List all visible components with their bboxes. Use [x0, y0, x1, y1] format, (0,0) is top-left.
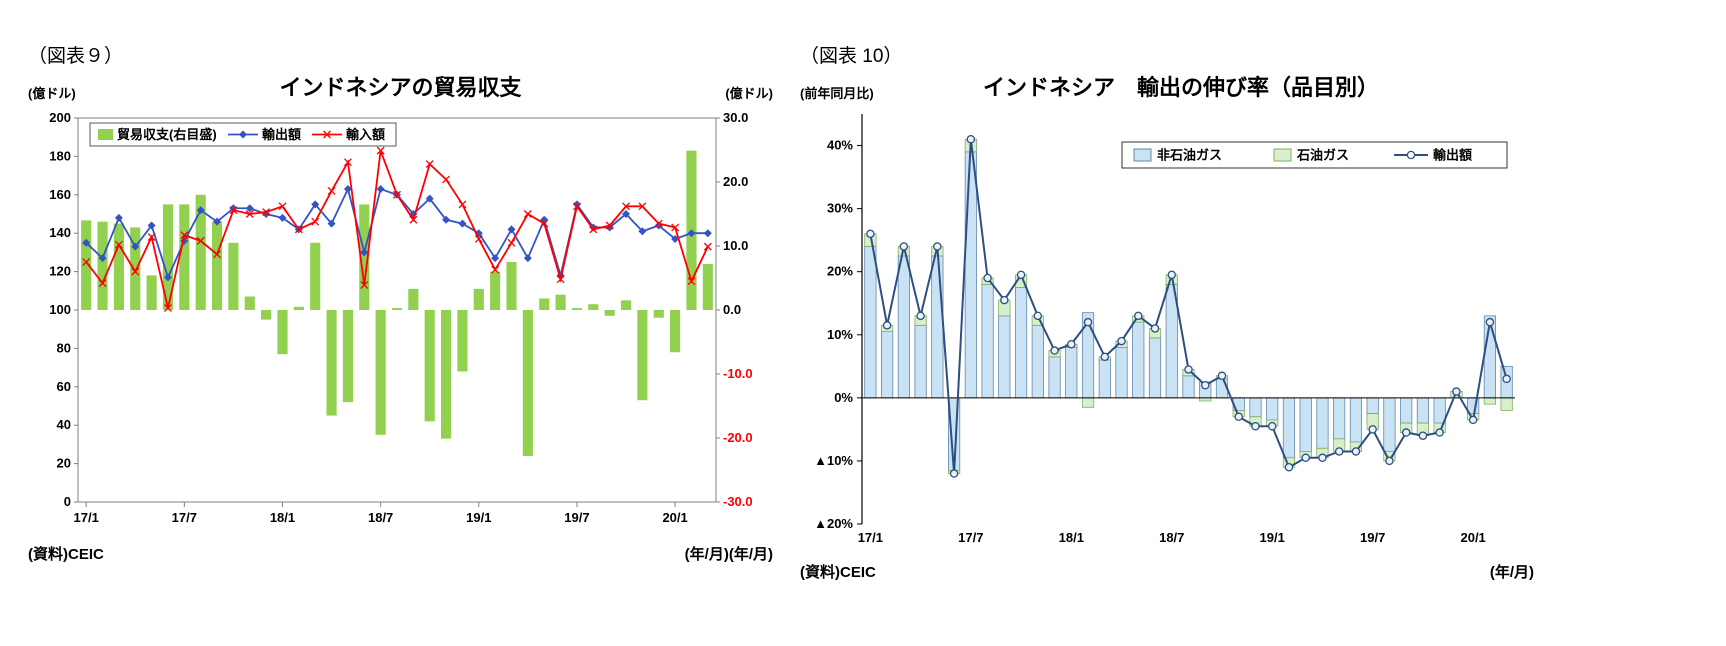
svg-text:輸出額: 輸出額	[262, 127, 301, 142]
svg-text:10%: 10%	[827, 327, 853, 342]
x-axis-note: (年/月)	[1489, 564, 1534, 581]
svg-text:17/1: 17/1	[858, 530, 883, 545]
svg-text:18/7: 18/7	[368, 510, 393, 525]
svg-text:17/1: 17/1	[74, 510, 99, 525]
svg-text:20/1: 20/1	[662, 510, 687, 525]
svg-text:20%: 20%	[827, 264, 853, 279]
svg-text:19/7: 19/7	[564, 510, 589, 525]
svg-text:140: 140	[49, 225, 71, 240]
figure10-label: （図表 10）	[800, 46, 903, 67]
svg-text:17/7: 17/7	[958, 530, 983, 545]
legend-exports-marker	[239, 130, 247, 139]
svg-text:100: 100	[49, 302, 71, 317]
svg-text:200: 200	[49, 110, 71, 125]
legend-nonoil-swatch	[1133, 148, 1152, 162]
svg-text:19/7: 19/7	[1360, 530, 1385, 545]
export-total-line	[866, 134, 1511, 478]
export-growth-header: (前年同月比) インドネシア 輸出の伸び率（品目別）	[800, 70, 1562, 104]
trade-balance-panel: （図表９） (億ドル) インドネシアの貿易収支 (億ドル) 0 20 40 60 80 1…	[28, 44, 773, 564]
svg-text:60: 60	[57, 379, 71, 394]
trade-balance-footer: (資料)CEIC (年/月)(年/月)	[28, 543, 773, 564]
left-axis-unit-label: (億ドル)	[28, 86, 76, 101]
svg-text:40%: 40%	[827, 138, 853, 153]
svg-text:20/1: 20/1	[1460, 530, 1485, 545]
svg-text:-20.0: -20.0	[723, 430, 753, 445]
svg-text:18/7: 18/7	[1159, 530, 1184, 545]
export-growth-chart: 40% 30% 20% 10% 0% ▲10% ▲20% 17/1 17/7 18/1 18/7 19…	[814, 114, 1515, 545]
legend-oil-swatch	[1273, 148, 1292, 162]
source-note: (資料)CEIC	[800, 564, 876, 581]
yoy-unit-label: (前年同月比)	[800, 86, 874, 101]
svg-text:-30.0: -30.0	[723, 494, 753, 509]
svg-text:▲10%: ▲10%	[814, 453, 853, 468]
svg-text:18/1: 18/1	[1059, 530, 1084, 545]
svg-text:19/1: 19/1	[1260, 530, 1285, 545]
legend-imports-marker	[323, 130, 331, 139]
imports-line	[82, 146, 712, 313]
svg-text:▲20%: ▲20%	[814, 516, 853, 531]
trade-balance-chart: 0 20 40 60 80 100 120 140 160 180 200 30.0 20.0 10.0 0…	[49, 110, 753, 525]
svg-text:0: 0	[64, 494, 71, 509]
figure9-label: （図表９）	[28, 46, 124, 67]
svg-text:輸入額: 輸入額	[346, 127, 385, 142]
svg-text:120: 120	[49, 264, 71, 279]
svg-text:輸出額: 輸出額	[1433, 148, 1472, 163]
legend-line-marker	[1406, 150, 1416, 160]
source-note: (資料)CEIC	[28, 546, 104, 563]
svg-text:20: 20	[57, 456, 71, 471]
svg-text:40: 40	[57, 417, 71, 432]
trade-balance-title: インドネシアの貿易収支	[279, 75, 522, 100]
svg-text:19/1: 19/1	[466, 510, 491, 525]
svg-text:160: 160	[49, 187, 71, 202]
svg-text:20.0: 20.0	[723, 174, 748, 189]
svg-text:18/1: 18/1	[270, 510, 295, 525]
svg-text:180: 180	[49, 148, 71, 163]
export-growth-footer: (資料)CEIC (年/月)	[800, 561, 1562, 582]
svg-text:石油ガス: 石油ガス	[1296, 148, 1349, 163]
svg-text:非石油ガス: 非石油ガス	[1157, 148, 1222, 163]
svg-text:30%: 30%	[827, 201, 853, 216]
trade-balance-legend: 貿易収支(右目盛) 輸出額 輸入額	[89, 122, 397, 147]
svg-text:80: 80	[57, 340, 71, 355]
export-growth-title: インドネシア 輸出の伸び率（品目別）	[982, 75, 1379, 100]
svg-text:0.0: 0.0	[723, 302, 741, 317]
svg-text:貿易収支(右目盛): 貿易収支(右目盛)	[117, 127, 217, 142]
svg-text:30.0: 30.0	[723, 110, 748, 125]
right-axis-unit-label: (億ドル)	[725, 86, 773, 101]
export-growth-panel: （図表 10） (前年同月比) インドネシア 輸出の伸び率（品目別） 40% 30…	[800, 44, 1562, 582]
svg-text:-10.0: -10.0	[723, 366, 753, 381]
x-axis-note: (年/月)(年/月)	[684, 546, 773, 563]
svg-text:17/7: 17/7	[172, 510, 197, 525]
export-growth-legend: 非石油ガス 石油ガス 輸出額	[1121, 141, 1508, 169]
svg-text:10.0: 10.0	[723, 238, 748, 253]
svg-text:0%: 0%	[834, 390, 853, 405]
legend-bar-swatch	[98, 129, 113, 140]
trade-balance-header: (億ドル) インドネシアの貿易収支 (億ドル)	[28, 70, 773, 104]
trade-balance-bars	[81, 150, 713, 456]
